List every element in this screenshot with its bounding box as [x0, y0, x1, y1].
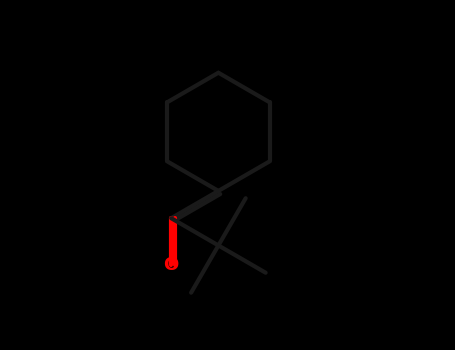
Text: O: O: [163, 256, 179, 274]
